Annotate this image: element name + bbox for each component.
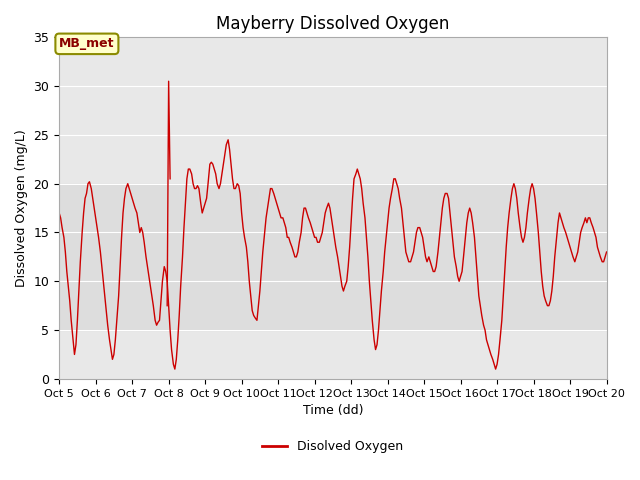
Text: MB_met: MB_met: [59, 37, 115, 50]
Legend: Disolved Oxygen: Disolved Oxygen: [257, 435, 408, 458]
Bar: [59, 184, 607, 330]
X-axis label: Time (dd): Time (dd): [303, 404, 363, 417]
Title: Mayberry Dissolved Oxygen: Mayberry Dissolved Oxygen: [216, 15, 449, 33]
Y-axis label: Dissolved Oxygen (mg/L): Dissolved Oxygen (mg/L): [15, 129, 28, 287]
